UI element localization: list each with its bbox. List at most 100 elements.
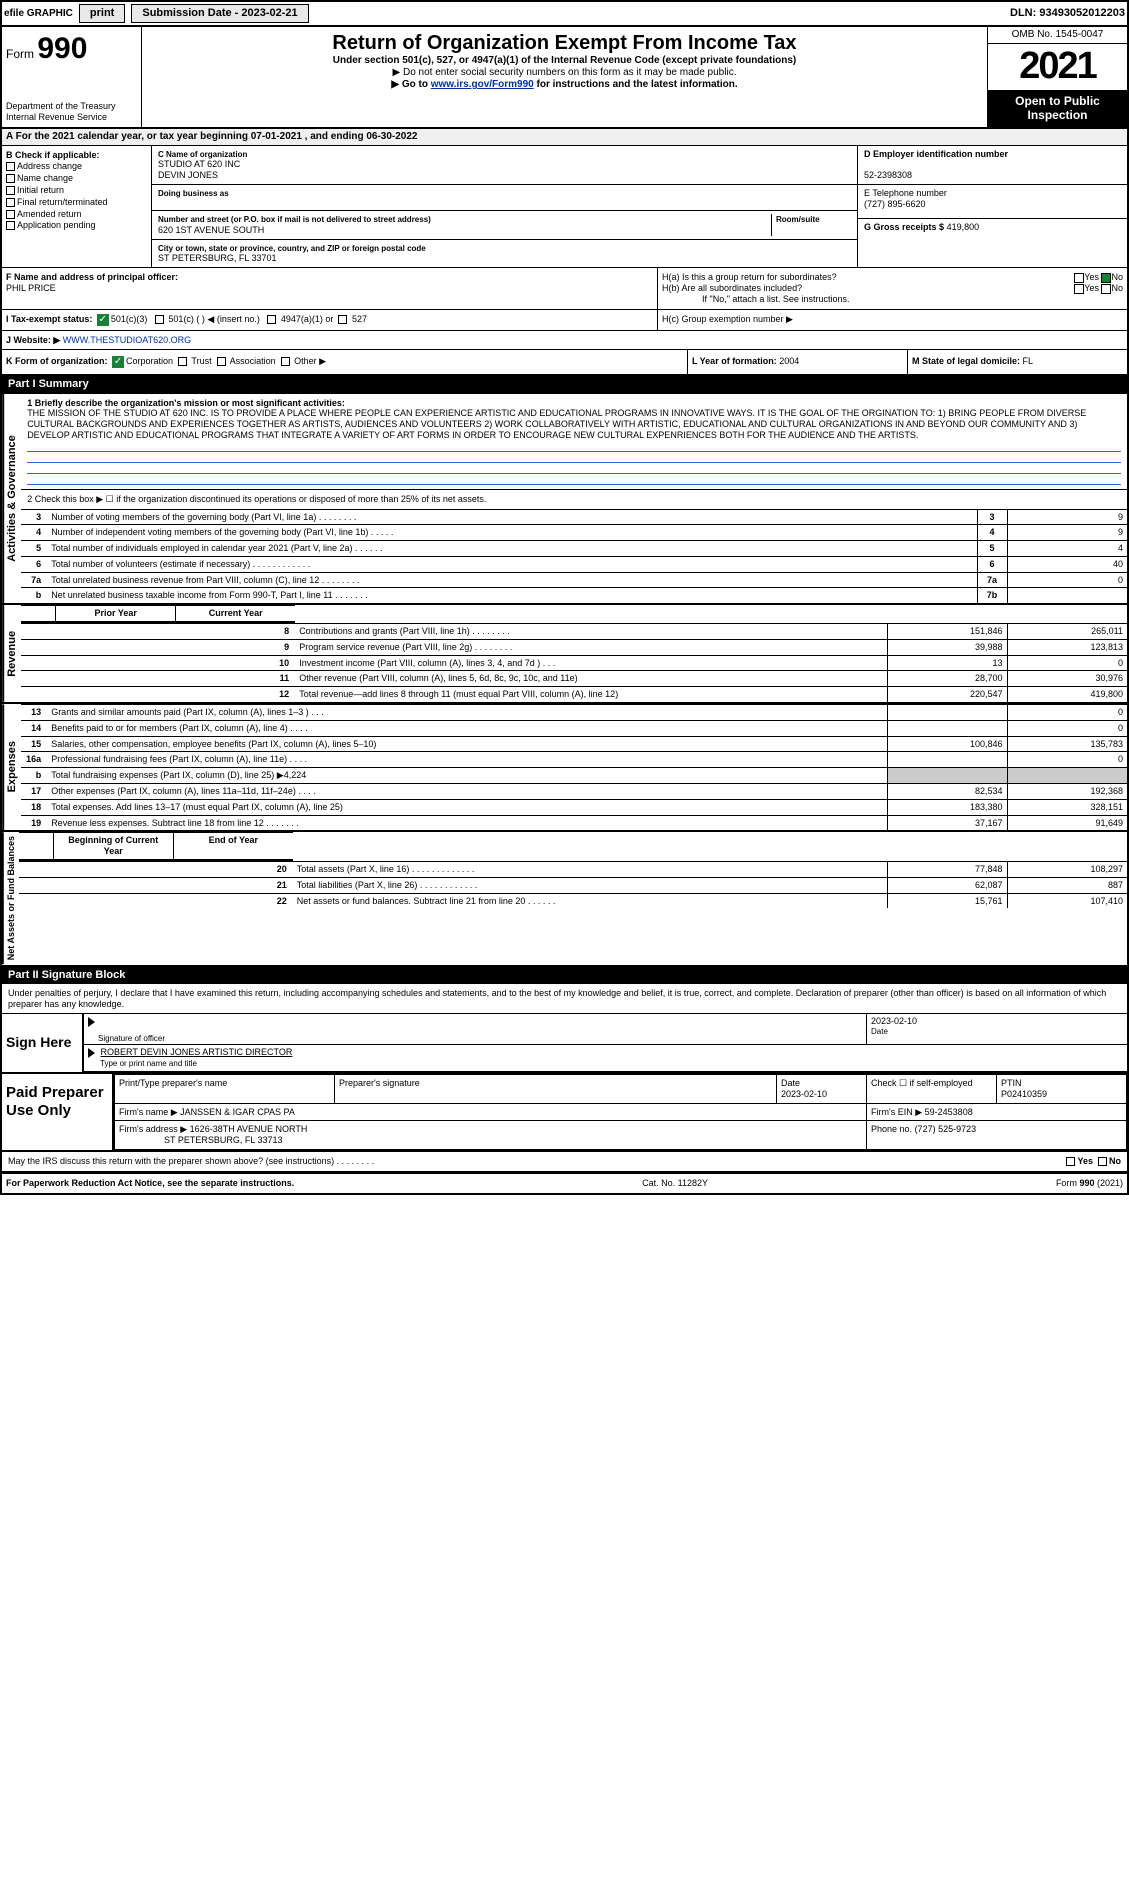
irs-link[interactable]: www.irs.gov/Form990 <box>431 79 534 90</box>
a-begin: 07-01-2021 <box>251 131 302 142</box>
sig-date-label: Date <box>871 1027 1123 1037</box>
firm-addr-label: Firm's address ▶ <box>119 1124 187 1134</box>
firm-label: Firm's name ▶ <box>119 1107 178 1117</box>
triangle-icon <box>88 1017 95 1027</box>
opt-4947: 4947(a)(1) or <box>281 314 334 324</box>
sign-label: Sign Here <box>2 1014 82 1072</box>
firm-ein: 59-2453808 <box>925 1107 973 1117</box>
k-assoc: Association <box>230 356 276 366</box>
addr-label: Number and street (or P.O. box if mail i… <box>158 215 431 224</box>
m-label: M State of legal domicile: <box>912 356 1020 366</box>
officer-name: ROBERT DEVIN JONES ARTISTIC DIRECTOR <box>101 1047 293 1057</box>
website-link[interactable]: WWW.THESTUDIOAT620.ORG <box>63 335 191 346</box>
form-subtitle: Under section 501(c), 527, or 4947(a)(1)… <box>146 55 983 67</box>
goto-post: for instructions and the latest informat… <box>537 79 738 90</box>
ein-value: 52-2398308 <box>864 170 912 180</box>
declaration: Under penalties of perjury, I declare th… <box>2 984 1127 1015</box>
checkmark-icon: ✓ <box>112 356 124 368</box>
goto-note: ▶ Go to www.irs.gov/Form990 for instruct… <box>146 79 983 91</box>
dln: DLN: 93493052012203 <box>1010 7 1125 20</box>
form-title: Return of Organization Exempt From Incom… <box>146 31 983 55</box>
governance-table: 3Number of voting members of the governi… <box>21 509 1127 604</box>
footer-right: Form 990 (2021) <box>1056 1178 1123 1189</box>
firm-name: JANSSEN & IGAR CPAS PA <box>180 1107 295 1117</box>
efile-label: efile GRAPHIC <box>4 8 73 20</box>
b-opt-amended: Amended return <box>6 209 147 220</box>
print-button[interactable]: print <box>79 4 125 23</box>
a-end: 06-30-2022 <box>366 131 417 142</box>
b-opt-final: Final return/terminated <box>6 197 147 208</box>
block-b-to-g: B Check if applicable: Address change Na… <box>2 146 1127 269</box>
room-label: Room/suite <box>776 215 820 224</box>
side-expenses: Expenses <box>2 704 21 830</box>
firm-addr2: ST PETERSBURG, FL 33713 <box>164 1135 283 1145</box>
firm-phone-label: Phone no. <box>871 1124 912 1134</box>
k-label: K Form of organization: <box>6 356 108 366</box>
ein-label: D Employer identification number <box>864 149 1008 159</box>
c-label: C Name of organization <box>158 150 247 159</box>
opt-527: 527 <box>352 314 367 324</box>
row-a: A For the 2021 calendar year, or tax yea… <box>2 129 1127 146</box>
gross-value: 419,800 <box>947 222 980 232</box>
city-state-zip: ST PETERSBURG, FL 33701 <box>158 253 277 263</box>
discuss-yes: Yes <box>1077 1156 1093 1166</box>
side-revenue: Revenue <box>2 605 21 702</box>
part1-expenses: Expenses 13Grants and similar amounts pa… <box>2 704 1127 832</box>
expenses-table: 13Grants and similar amounts paid (Part … <box>21 704 1127 830</box>
topbar: efile GRAPHIC print Submission Date - 20… <box>0 0 1129 27</box>
revenue-table: Prior YearCurrent Year8Contributions and… <box>21 605 1127 702</box>
principal-officer: PHIL PRICE <box>6 283 56 293</box>
part2-header: Part II Signature Block <box>2 967 1127 984</box>
q1-label: 1 Briefly describe the organization's mi… <box>27 398 345 408</box>
state-domicile: FL <box>1023 356 1034 366</box>
mission: 1 Briefly describe the organization's mi… <box>21 394 1127 490</box>
ssn-note: ▶ Do not enter social security numbers o… <box>146 67 983 79</box>
row-j: J Website: ▶ WWW.THESTUDIOAT620.ORG <box>2 331 1127 351</box>
form-990: 990 <box>37 32 87 65</box>
b-opt-address: Address change <box>6 161 147 172</box>
open-to-public: Open to Public Inspection <box>988 90 1127 127</box>
paid-preparer: Paid Preparer Use Only Print/Type prepar… <box>2 1074 1127 1152</box>
sign-here: Sign Here Signature of officer 2023-02-1… <box>2 1014 1127 1074</box>
city-label: City or town, state or province, country… <box>158 244 426 253</box>
paid-label: Paid Preparer Use Only <box>2 1074 112 1150</box>
form-prefix: Form <box>6 47 34 61</box>
ptin: P02410359 <box>1001 1089 1047 1099</box>
discuss-text: May the IRS discuss this return with the… <box>8 1156 374 1166</box>
ptin-label: PTIN <box>1001 1078 1022 1088</box>
tax-year: 2021 <box>988 44 1127 90</box>
dept-treasury: Department of the Treasury <box>6 101 137 112</box>
p-date: 2023-02-10 <box>781 1089 827 1099</box>
discuss-no: No <box>1109 1156 1121 1166</box>
f-label: F Name and address of principal officer: <box>6 272 178 282</box>
firm-addr1: 1626-38TH AVENUE NORTH <box>190 1124 308 1134</box>
h-b: H(b) Are all subordinates included? Yes … <box>662 283 1123 294</box>
h-a: H(a) Is this a group return for subordin… <box>662 272 1123 283</box>
part1-revenue: Revenue Prior YearCurrent Year8Contribut… <box>2 605 1127 704</box>
checkmark-icon <box>1101 273 1111 283</box>
side-governance: Activities & Governance <box>2 394 21 604</box>
firm-phone: (727) 525-9723 <box>915 1124 977 1134</box>
gross-label: G Gross receipts $ <box>864 222 944 232</box>
irs: Internal Revenue Service <box>6 112 137 123</box>
mission-text: THE MISSION OF THE STUDIO AT 620 INC. IS… <box>27 408 1086 440</box>
year-formation: 2004 <box>779 356 799 366</box>
preparer-name-label: Print/Type preparer's name <box>119 1078 227 1088</box>
l-label: L Year of formation: <box>692 356 777 366</box>
phone-label: E Telephone number <box>864 188 947 198</box>
form-number: Form 990 <box>6 31 137 67</box>
b-header: B Check if applicable: <box>6 150 100 160</box>
discuss-row: May the IRS discuss this return with the… <box>2 1152 1127 1173</box>
b-opt-initial: Initial return <box>6 185 147 196</box>
footer: For Paperwork Reduction Act Notice, see … <box>2 1173 1127 1193</box>
k-trust: Trust <box>191 356 211 366</box>
part1-netassets: Net Assets or Fund Balances Beginning of… <box>2 832 1127 966</box>
k-other: Other ▶ <box>294 356 326 366</box>
opt-501c3: 501(c)(3) <box>111 314 148 324</box>
checkmark-icon: ✓ <box>97 314 109 326</box>
h-b-note: If "No," attach a list. See instructions… <box>662 294 1123 305</box>
firm-ein-label: Firm's EIN ▶ <box>871 1107 922 1117</box>
col-de: D Employer identification number 52-2398… <box>857 146 1127 268</box>
submission-date: Submission Date - 2023-02-21 <box>131 4 308 23</box>
sig-officer-label: Signature of officer <box>98 1034 165 1044</box>
